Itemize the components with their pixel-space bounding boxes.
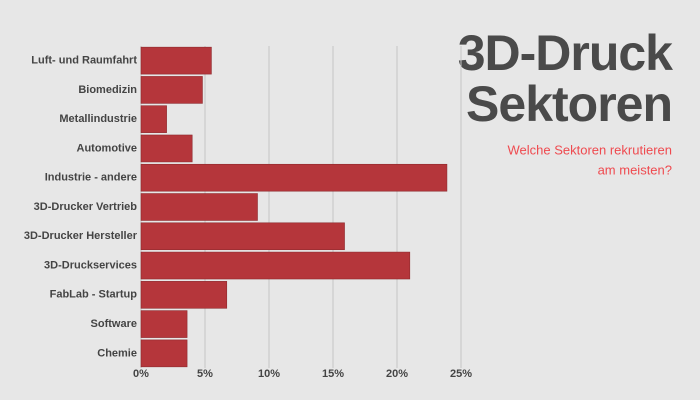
chart-subtitle: Welche Sektoren rekrutieren [507, 142, 672, 157]
bar [140, 134, 193, 163]
bar [140, 251, 411, 280]
y-tick-label: Metallindustrie [59, 113, 137, 125]
y-tick-label: Luft- und Raumfahrt [31, 55, 137, 67]
x-tick-label: 20% [386, 368, 408, 380]
bar [140, 46, 212, 75]
y-tick-label: Automotive [77, 142, 138, 154]
x-tick-label: 5% [197, 368, 213, 380]
chart-subtitle: am meisten? [598, 162, 672, 177]
bar [140, 222, 345, 251]
chart-title: Sektoren [466, 76, 672, 132]
x-tick-label: 25% [450, 368, 472, 380]
x-tick-label: 10% [258, 368, 280, 380]
y-tick-label: Biomedizin [78, 84, 137, 96]
bar [140, 281, 228, 309]
chart-title: 3D-Druck [458, 25, 673, 81]
y-tick-label: 3D-Drucker Vertrieb [34, 201, 138, 213]
bar [140, 76, 203, 104]
bar [140, 339, 188, 368]
y-tick-label: Software [91, 318, 137, 330]
bar [140, 193, 258, 221]
bar [140, 163, 448, 192]
y-tick-label: 3D-Drucker Hersteller [24, 230, 138, 242]
x-tick-label: 0% [133, 368, 149, 380]
y-tick-label: FabLab - Startup [50, 289, 138, 301]
x-tick-label: 15% [322, 368, 344, 380]
y-tick-label: 3D-Druckservices [44, 259, 137, 271]
bar [140, 310, 188, 338]
bar [140, 105, 167, 133]
y-tick-label: Industrie - andere [45, 172, 137, 184]
y-tick-label: Chemie [97, 347, 137, 359]
